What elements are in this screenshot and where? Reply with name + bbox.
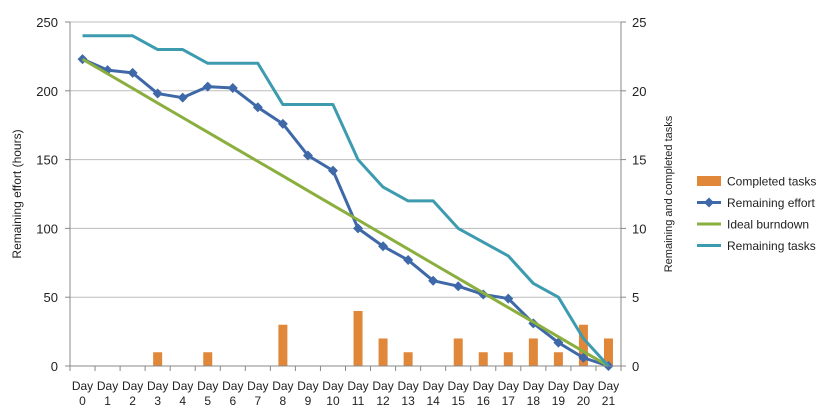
legend-label: Completed tasks bbox=[727, 175, 816, 189]
bar-completed-tasks bbox=[578, 324, 588, 366]
bar-completed-tasks bbox=[353, 310, 363, 366]
marker-remaining-effort bbox=[353, 223, 364, 234]
x-tick-label: Day 17 bbox=[498, 379, 519, 408]
bar-completed-tasks bbox=[403, 352, 413, 366]
bar-completed-tasks bbox=[553, 352, 563, 366]
legend: Completed tasks Remaining effort Ideal bur… bbox=[697, 175, 816, 253]
marker-remaining-effort bbox=[202, 81, 213, 92]
marker-remaining-effort bbox=[553, 337, 564, 348]
y-tick-label: 50 bbox=[44, 290, 58, 305]
y2-tick-label: 25 bbox=[632, 15, 646, 30]
legend-swatch bbox=[697, 176, 721, 186]
x-tick-label: Day 19 bbox=[548, 379, 569, 408]
legend-label: Remaining effort bbox=[727, 196, 815, 210]
x-tick-label: Day 7 bbox=[247, 379, 268, 408]
line-remaining-effort bbox=[81, 57, 609, 368]
x-tick-label: Day 0 bbox=[72, 379, 93, 408]
marker-remaining-effort bbox=[152, 88, 163, 99]
x-tick-label: Day 16 bbox=[473, 379, 494, 408]
marker-remaining-effort bbox=[302, 150, 313, 161]
bar-completed-tasks bbox=[603, 338, 613, 366]
x-tick-label: Day 10 bbox=[322, 379, 343, 408]
legend-label: Ideal burndown bbox=[727, 218, 809, 232]
y-tick-label: 100 bbox=[36, 221, 58, 236]
gridlines bbox=[70, 21, 621, 298]
marker-remaining-effort bbox=[252, 102, 263, 113]
x-tick-label: Day 2 bbox=[122, 379, 143, 408]
legend-label: Remaining tasks bbox=[727, 239, 816, 253]
x-tick-label: Day 21 bbox=[598, 379, 619, 408]
x-tick-label: Day 14 bbox=[422, 379, 443, 408]
bar-completed-tasks bbox=[278, 324, 288, 366]
y2-tick-label: 0 bbox=[632, 359, 639, 374]
y-tick-label: 150 bbox=[36, 153, 58, 168]
bar-completed-tasks bbox=[528, 338, 538, 366]
x-tick-label: Day 15 bbox=[448, 379, 469, 408]
marker-remaining-effort bbox=[578, 352, 589, 363]
marker-remaining-effort bbox=[327, 165, 338, 176]
marker-remaining-effort bbox=[428, 275, 439, 286]
x-tick-label: Day 3 bbox=[147, 379, 168, 408]
x-tick-label: Day 11 bbox=[347, 379, 368, 408]
y-tick-label: 0 bbox=[51, 359, 58, 374]
y2-tick-label: 15 bbox=[632, 153, 646, 168]
line-ideal-burndown bbox=[81, 57, 610, 368]
series-lines bbox=[77, 34, 614, 371]
y2-tick-label: 5 bbox=[632, 290, 639, 305]
bar-completed-tasks bbox=[503, 352, 513, 366]
bar-completed-tasks bbox=[203, 352, 213, 366]
x-tick-label: Day 6 bbox=[222, 379, 243, 408]
y-tick-label: 200 bbox=[36, 84, 58, 99]
marker-remaining-effort bbox=[277, 118, 288, 129]
line-remaining-tasks bbox=[82, 34, 610, 368]
y2-tick-label: 10 bbox=[632, 221, 646, 236]
marker-remaining-effort bbox=[503, 293, 514, 304]
marker-remaining-effort bbox=[453, 281, 464, 292]
x-tick-label: Day 13 bbox=[397, 379, 418, 408]
x-tick-label: Day 12 bbox=[372, 379, 393, 408]
completed-tasks-bars bbox=[153, 310, 613, 366]
bar-completed-tasks bbox=[478, 352, 488, 366]
bar-completed-tasks bbox=[453, 338, 463, 366]
y2-axis-label: Remaining and completed tasks bbox=[663, 115, 675, 272]
marker-remaining-effort bbox=[177, 92, 188, 103]
y-tick-label: 250 bbox=[36, 15, 58, 30]
x-tick-label: Day 20 bbox=[573, 379, 594, 408]
bar-completed-tasks bbox=[378, 338, 388, 366]
x-tick-label: Day 5 bbox=[197, 379, 218, 408]
marker-remaining-effort bbox=[127, 67, 138, 78]
bar-completed-tasks bbox=[153, 352, 163, 366]
x-tick-label: Day 1 bbox=[97, 379, 118, 408]
x-tick-label: Day 4 bbox=[172, 379, 193, 408]
marker-remaining-effort bbox=[378, 241, 389, 252]
x-tick-label: Day 8 bbox=[272, 379, 293, 408]
legend-marker bbox=[704, 197, 714, 208]
marker-remaining-effort bbox=[403, 255, 414, 266]
x-tick-label: Day 9 bbox=[297, 379, 318, 408]
y2-tick-label: 20 bbox=[632, 84, 646, 99]
marker-remaining-effort bbox=[227, 83, 238, 94]
y-axis-label: Remaining effort (hours) bbox=[10, 129, 24, 258]
x-tick-label: Day 18 bbox=[523, 379, 544, 408]
